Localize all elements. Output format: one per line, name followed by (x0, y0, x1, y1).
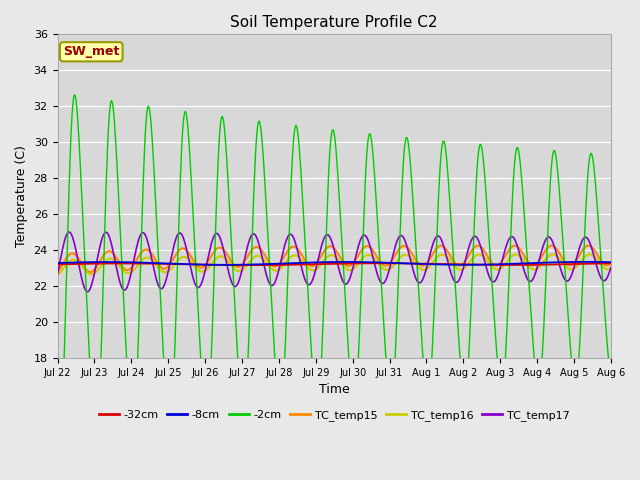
Title: Soil Temperature Profile C2: Soil Temperature Profile C2 (230, 15, 438, 30)
Y-axis label: Temperature (C): Temperature (C) (15, 145, 28, 247)
Text: SW_met: SW_met (63, 45, 120, 58)
Legend: -32cm, -8cm, -2cm, TC_temp15, TC_temp16, TC_temp17: -32cm, -8cm, -2cm, TC_temp15, TC_temp16,… (95, 406, 574, 425)
X-axis label: Time: Time (319, 383, 349, 396)
